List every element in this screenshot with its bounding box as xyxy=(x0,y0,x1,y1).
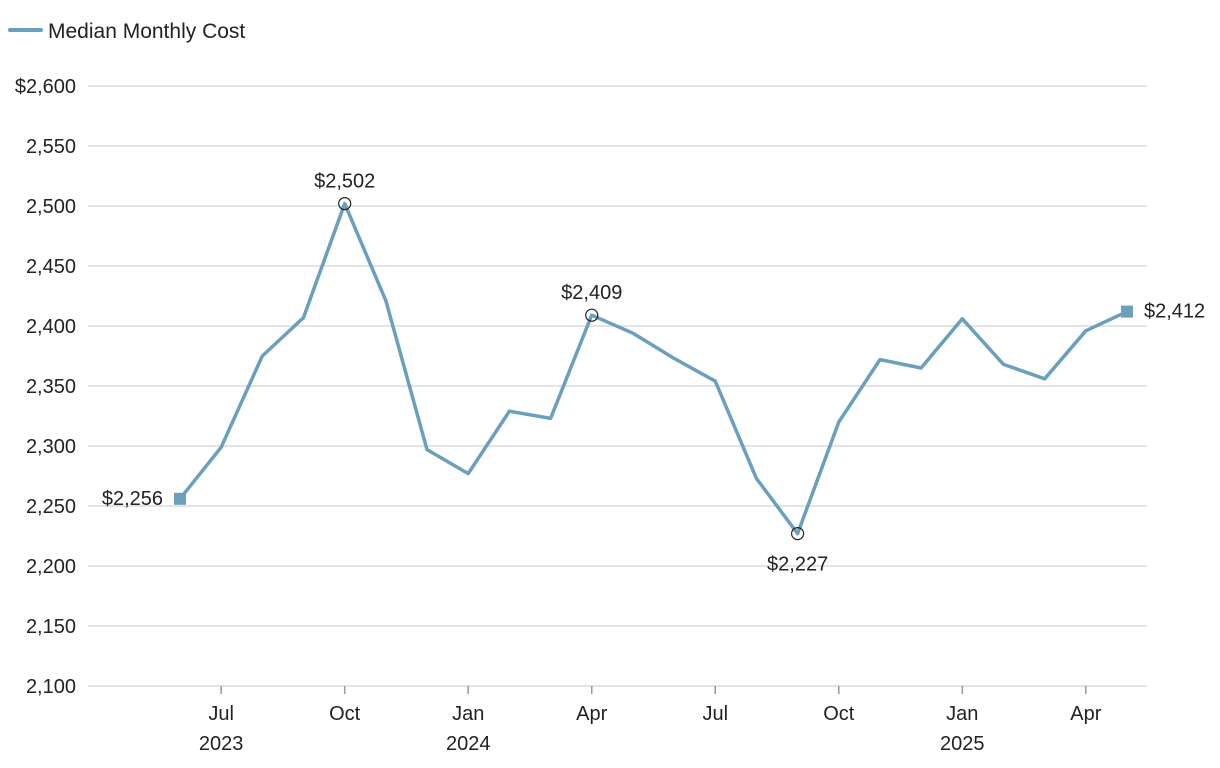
data-label: $2,502 xyxy=(314,171,375,193)
x-tick-label: Jul xyxy=(208,703,234,725)
x-tick-year-label: 2025 xyxy=(940,733,985,755)
x-axis: Jul 2023 Oct Jan 2024 Apr Jul Oct Jan 2025 Apr xyxy=(199,686,1102,755)
y-tick-label: 2,500 xyxy=(26,196,76,218)
data-label: $2,412 xyxy=(1144,301,1205,323)
legend: Median Monthly Cost xyxy=(8,20,245,43)
y-tick-label: 2,100 xyxy=(26,676,76,698)
x-tick-label: Apr xyxy=(1070,703,1101,725)
x-tick-label: Oct xyxy=(329,703,361,725)
y-tick-label: 2,300 xyxy=(26,436,76,458)
x-tick-label: Jan xyxy=(946,703,978,725)
y-tick-label: 2,250 xyxy=(26,496,76,518)
series-line-median-monthly-cost xyxy=(178,201,1129,536)
endpoint-marker xyxy=(174,492,186,505)
data-label: $2,409 xyxy=(561,282,622,304)
y-tick-label: 2,400 xyxy=(26,316,76,338)
y-tick-label: 2,200 xyxy=(26,556,76,578)
y-axis: 2,100 2,150 2,200 2,250 2,300 2,350 2,400 2,450… xyxy=(15,76,76,698)
x-tick-year-label: 2024 xyxy=(446,733,491,755)
peak-marker xyxy=(338,197,352,211)
series-layer xyxy=(178,201,1129,536)
y-tick-label: 2,150 xyxy=(26,616,76,638)
y-tick-label: 2,550 xyxy=(26,136,76,158)
legend-label: Median Monthly Cost xyxy=(48,20,245,43)
peak-marker xyxy=(791,526,805,541)
annotations: $2,256 $2,502 $2,409 $2,227 $2,412 xyxy=(102,171,1205,576)
x-tick-label: Jan xyxy=(452,703,484,725)
data-label: $2,256 xyxy=(102,488,163,510)
data-label: $2,227 xyxy=(767,554,828,576)
endpoint-marker xyxy=(1121,305,1133,318)
y-tick-label: 2,450 xyxy=(26,256,76,278)
gridlines xyxy=(88,85,1147,687)
x-tick-year-label: 2023 xyxy=(199,733,244,755)
y-tick-label: 2,350 xyxy=(26,376,76,398)
x-tick-label: Jul xyxy=(702,703,728,725)
x-tick-label: Apr xyxy=(576,703,607,725)
x-tick-label: Oct xyxy=(823,703,855,725)
peak-marker xyxy=(585,308,599,322)
y-tick-label: $2,600 xyxy=(15,76,76,98)
